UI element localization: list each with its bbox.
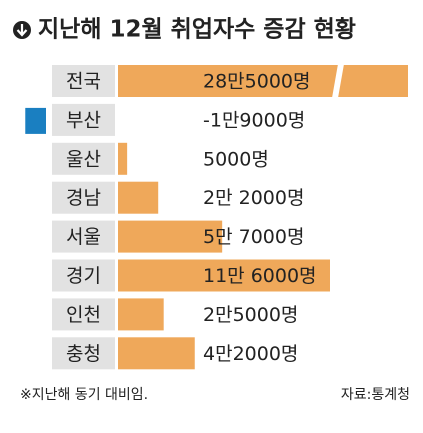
value-label: 28만5000명 [203,71,311,93]
bar [118,142,128,175]
bar [118,337,195,370]
bar [25,107,46,134]
value-label: 11만 6000명 [203,265,317,287]
category-box [52,65,115,97]
note: ※지난해 동기 대비임. [20,387,148,403]
bar [118,181,159,214]
category-box [52,142,115,175]
bar [118,65,408,97]
bar [118,298,164,331]
chart-title: 지난해 12월 취업자수 증감 현황 [38,17,356,43]
category-label: 전국 [66,71,101,93]
value-label: 5만 7000명 [203,226,304,248]
category-label: 경기 [66,265,101,287]
category-box [52,259,115,292]
source: 자료:통계청 [341,387,410,403]
bar-break [332,64,344,98]
value-label: 2만 2000명 [203,187,304,209]
category-label: 서울 [66,226,101,248]
bar [118,259,330,292]
value-label: -1만9000명 [203,109,305,131]
category-box [52,220,115,253]
category-label: 충청 [66,343,101,365]
value-label: 5000명 [203,148,269,170]
category-box [52,181,115,214]
bar [118,220,223,253]
title-icon-arrow [16,24,28,37]
category-label: 경남 [66,187,101,209]
category-label: 울산 [66,148,101,170]
category-label: 부산 [66,109,101,131]
category-label: 인천 [66,304,101,326]
category-box [52,103,115,136]
value-label: 2만5000명 [203,304,298,326]
category-box [52,337,115,370]
value-label: 4만2000명 [203,343,298,365]
category-box [52,298,115,331]
